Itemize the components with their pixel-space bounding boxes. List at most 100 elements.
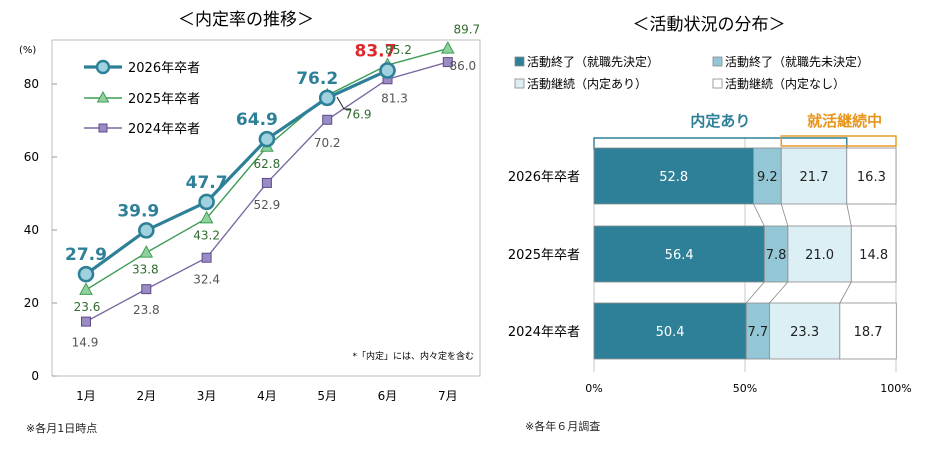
bar-brackets: 内定あり 就活継続中 [593, 112, 897, 150]
y-axis-unit-label: (%) [19, 45, 36, 56]
bar-value-label: 18.7 [854, 325, 883, 340]
bar-connector-line [780, 203, 789, 227]
legend-swatch [514, 78, 525, 89]
data-marker [379, 62, 396, 79]
y-tick-label: 80 [24, 77, 39, 91]
x-tick-label: 1月 [76, 389, 96, 403]
data-label-2025: 33.8 [132, 263, 159, 277]
data-label-2025: 85.2 [385, 43, 412, 57]
data-label-2026: 27.9 [65, 245, 107, 265]
naitei-bracket [593, 137, 848, 150]
bar-value-label: 50.4 [656, 325, 685, 340]
x-tick-label: 4月 [257, 389, 277, 403]
legend-swatch [712, 56, 723, 67]
y-tick-label: 20 [24, 296, 39, 310]
data-marker [138, 222, 155, 239]
series-line-2026年卒者 [85, 69, 389, 276]
bar-segment [593, 302, 747, 360]
label-leader-line-1 [336, 96, 345, 110]
data-marker [440, 41, 455, 54]
legend-swatch-marker [96, 90, 110, 103]
legend-label: 活動継続（内定あり） [527, 76, 647, 91]
x-tick-label: 7月 [438, 389, 458, 403]
bar-legend: 活動終了（就職先決定） 活動終了（就職先未決定） 活動継続（内定あり） 活動継続（内定… [514, 54, 869, 91]
offer-definition-note: *「内定」には、内々定を含む [352, 350, 474, 362]
bar-connector-line [753, 203, 765, 227]
legend-label: 2026年卒者 [128, 61, 200, 76]
bar-value-label: 7.7 [747, 325, 768, 340]
bar-value-label: 21.0 [805, 248, 834, 263]
data-label-2024: 14.9 [72, 336, 99, 350]
bar-connector-line [769, 281, 789, 304]
legend-label: 2025年卒者 [128, 92, 200, 107]
legend-swatch [514, 56, 525, 67]
bar-chart-title: ＜活動状況の分布＞ [633, 15, 786, 35]
data-label-2024: 23.8 [133, 303, 160, 317]
bar-category-label: 2026年卒者 [508, 170, 580, 185]
bar-value-label: 56.4 [665, 248, 694, 263]
data-marker [139, 245, 154, 258]
data-marker [318, 89, 336, 107]
shukatsu-bracket-label: 就活継続中 [807, 112, 882, 130]
y-axis-ticks: 0 20 40 60 80 [24, 77, 57, 383]
y-tick-label: 60 [24, 150, 39, 164]
data-marker [261, 177, 272, 188]
y-tick-label: 40 [24, 223, 39, 237]
bar-value-label: 16.3 [857, 170, 886, 185]
legend-swatch-marker [98, 123, 108, 133]
line-chart-title: ＜内定率の推移＞ [178, 10, 314, 30]
stacked-bar-chart: ＜活動状況の分布＞ 活動終了（就職先決定） 活動終了（就職先未決定） 活動継続（内定… [508, 15, 912, 395]
data-label-2025: 62.8 [254, 157, 281, 171]
data-marker [79, 282, 93, 295]
line-legend: 2026年卒者 2025年卒者 2024年卒者 [84, 59, 200, 137]
line-chart: ＜内定率の推移＞ (%) 0 20 40 60 80 1月 2月 3月 4月 5月 6月 7月 27… [19, 10, 481, 403]
data-label-2024: 32.4 [193, 273, 220, 287]
data-marker [199, 210, 214, 224]
y-tick-label: 0 [31, 369, 39, 383]
bar-connector-line [846, 203, 852, 227]
naitei-bracket-label: 内定あり [690, 112, 750, 130]
shukatsu-bracket [780, 135, 897, 147]
x-tick-label: 5月 [317, 389, 337, 403]
bar-value-label: 23.3 [790, 325, 819, 340]
bar-segment [846, 147, 897, 205]
data-marker [198, 193, 215, 211]
bar-category-label: 2024年卒者 [508, 325, 580, 340]
data-marker [77, 265, 95, 283]
bar-segment [769, 302, 841, 360]
line-data-labels: 27.9 39.9 47.7 64.9 76.2 83.7 23.6 33.8 43.2 62.8… [65, 23, 480, 350]
data-marker [141, 284, 152, 295]
bar-rows: 52.8 9.2 21.7 16.3 56.4 7.8 21.0 14.8 50.4 7.7 23.… [593, 147, 897, 360]
bar-segment [850, 225, 897, 283]
bar-x-ticks: 0% 50% 100% [585, 382, 911, 395]
x-tick-label: 6月 [378, 389, 398, 403]
data-marker [81, 316, 91, 327]
x-tick-label: 3月 [197, 389, 217, 403]
legend-swatch-marker [95, 59, 111, 75]
legend-swatch [712, 78, 723, 89]
data-marker [442, 57, 453, 68]
bar-category-label: 2025年卒者 [508, 248, 580, 263]
bar-chart-footnote: ※各年６月調査 [525, 420, 601, 433]
data-label-2025: 23.6 [74, 300, 101, 314]
bar-connector-line [745, 281, 765, 304]
data-label-2025: 89.7 [453, 23, 480, 37]
bar-value-label: 21.7 [800, 170, 829, 185]
bar-x-tick-label: 100% [880, 382, 911, 395]
data-label-2026: 39.9 [117, 201, 159, 221]
data-label-2026: 47.7 [186, 173, 228, 193]
bar-value-label: 14.8 [859, 248, 888, 263]
bar-connectors [745, 203, 852, 304]
data-label-2026: 83.7 [355, 41, 397, 61]
line-chart-footnote: ※各月1日時点 [26, 422, 98, 435]
data-label-2024: 81.3 [381, 91, 408, 105]
data-label-2026: 76.2 [296, 69, 338, 89]
bar-segment [839, 302, 897, 360]
legend-label: 活動継続（内定なし） [725, 76, 845, 91]
bar-value-label: 7.8 [766, 248, 787, 263]
x-tick-label: 2月 [136, 389, 156, 403]
bar-segment [593, 147, 754, 205]
data-label-2024: 52.9 [254, 198, 281, 212]
